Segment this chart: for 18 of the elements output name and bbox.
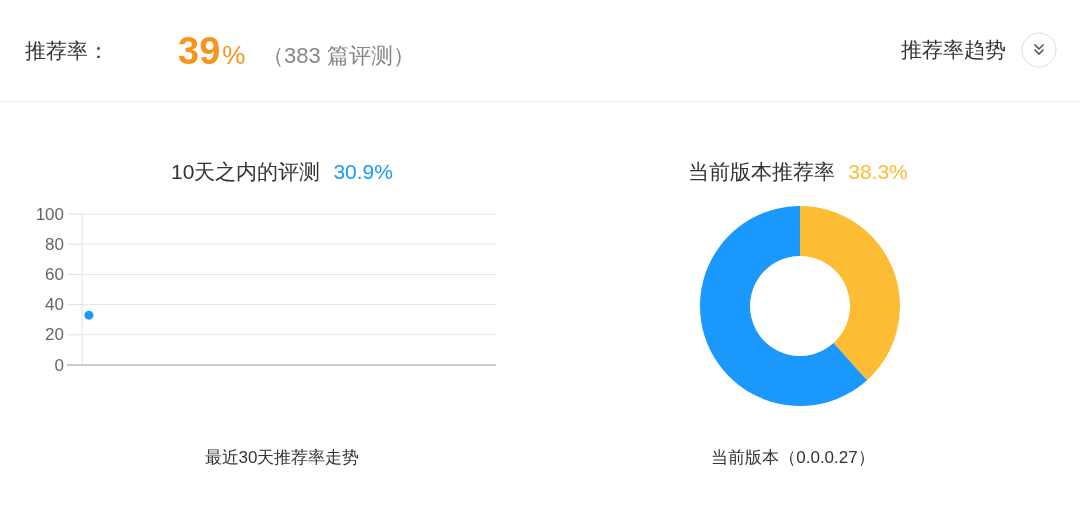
chart-subtitle: 30.9%: [333, 160, 393, 183]
donut-slice: [700, 206, 868, 406]
chart-title: 10天之内的评测: [171, 160, 321, 183]
text: 推荐率：: [25, 39, 109, 62]
text: 当前版本（0.0.0.27）: [711, 448, 875, 467]
x-axis-title: 最近30天推荐率走势: [204, 448, 360, 467]
text: （383 篇评测）: [262, 43, 415, 68]
y-tick-label: 60: [45, 264, 64, 284]
chart-subtitle: 38.3%: [848, 160, 908, 183]
y-tick-label: 40: [45, 295, 64, 315]
y-tick-label: 80: [45, 234, 64, 254]
text: 推荐率趋势: [901, 38, 1006, 61]
y-tick-label: 0: [54, 355, 64, 375]
donut-slice: [800, 206, 900, 381]
y-tick-label: 20: [45, 325, 64, 345]
y-tick-label: 100: [35, 204, 64, 224]
text: 39%: [178, 30, 246, 72]
chart-title: 当前版本推荐率: [688, 160, 836, 183]
